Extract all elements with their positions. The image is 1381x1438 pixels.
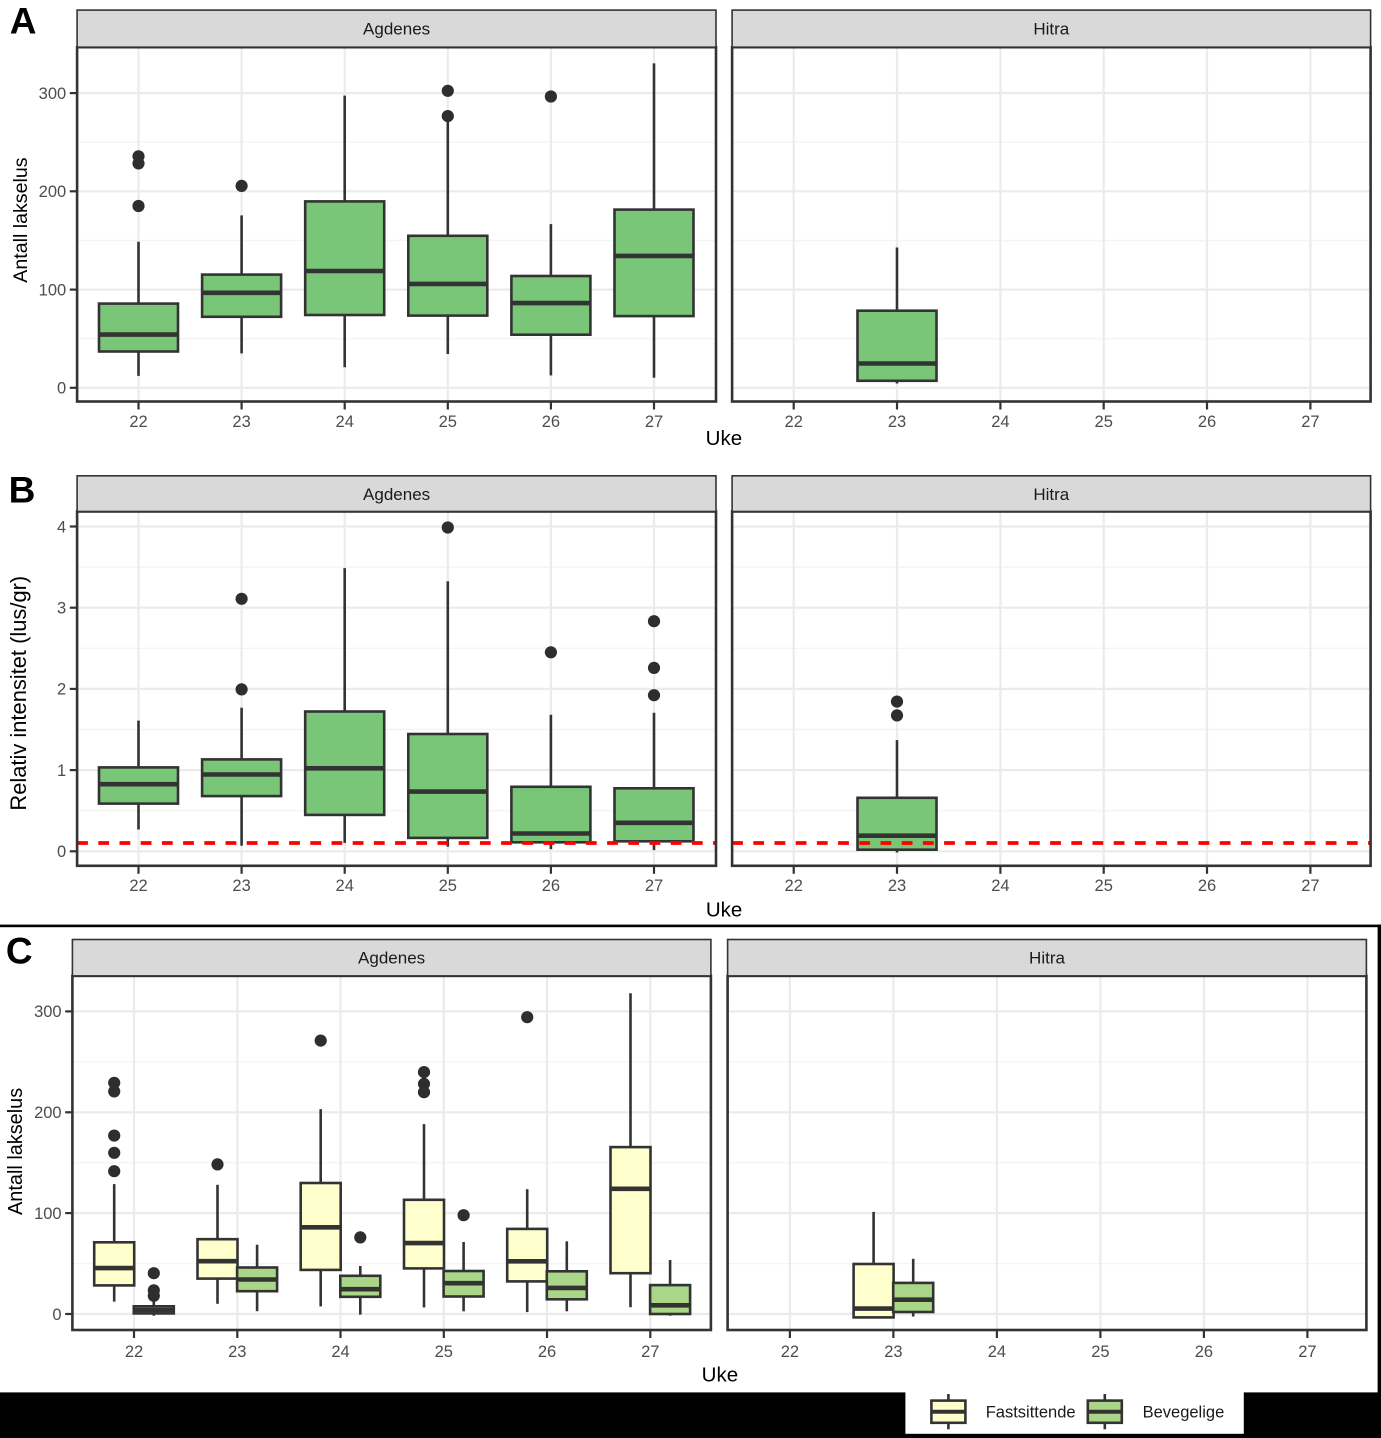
svg-text:Hitra: Hitra (1033, 19, 1069, 38)
svg-text:25: 25 (1091, 1343, 1109, 1361)
svg-text:300: 300 (34, 1003, 62, 1021)
svg-text:Agdenes: Agdenes (358, 949, 425, 968)
svg-text:300: 300 (39, 85, 67, 103)
svg-text:24: 24 (988, 1343, 1006, 1361)
svg-text:Bevegelige: Bevegelige (1143, 1404, 1225, 1422)
svg-text:A: A (10, 1, 37, 42)
svg-text:Uke: Uke (706, 899, 742, 922)
svg-text:26: 26 (1198, 877, 1216, 895)
svg-text:0: 0 (57, 380, 66, 398)
svg-text:25: 25 (1095, 413, 1113, 431)
svg-text:22: 22 (785, 413, 803, 431)
svg-text:25: 25 (1095, 877, 1113, 895)
svg-text:26: 26 (542, 877, 560, 895)
svg-text:0: 0 (57, 843, 66, 861)
svg-text:22: 22 (781, 1343, 799, 1361)
svg-text:24: 24 (336, 877, 354, 895)
svg-text:22: 22 (125, 1343, 143, 1361)
svg-text:Fastsittende: Fastsittende (986, 1404, 1076, 1422)
svg-text:27: 27 (641, 1343, 659, 1361)
svg-text:Antall lakselus: Antall lakselus (10, 157, 32, 282)
svg-text:Uke: Uke (706, 427, 742, 450)
svg-text:24: 24 (336, 413, 354, 431)
svg-text:Uke: Uke (702, 1363, 738, 1386)
svg-text:25: 25 (435, 1343, 453, 1361)
svg-text:26: 26 (1198, 413, 1216, 431)
svg-text:C: C (6, 931, 33, 972)
svg-text:Antall lakselus: Antall lakselus (5, 1088, 27, 1215)
svg-text:Hitra: Hitra (1029, 949, 1065, 968)
svg-text:27: 27 (1301, 877, 1319, 895)
svg-text:23: 23 (232, 877, 250, 895)
svg-text:22: 22 (129, 877, 147, 895)
svg-text:B: B (9, 470, 36, 511)
svg-text:23: 23 (228, 1343, 246, 1361)
svg-text:23: 23 (884, 1343, 902, 1361)
svg-text:22: 22 (129, 413, 147, 431)
svg-text:200: 200 (39, 183, 67, 201)
svg-text:4: 4 (57, 518, 66, 536)
svg-text:27: 27 (645, 413, 663, 431)
svg-text:27: 27 (645, 877, 663, 895)
svg-text:3: 3 (57, 600, 66, 618)
svg-text:Agdenes: Agdenes (363, 19, 430, 38)
svg-text:27: 27 (1298, 1343, 1316, 1361)
svg-text:2: 2 (57, 681, 66, 699)
svg-text:Relativ intensitet (lus/gr): Relativ intensitet (lus/gr) (6, 576, 31, 811)
svg-text:100: 100 (39, 281, 67, 299)
svg-text:25: 25 (439, 413, 457, 431)
svg-text:27: 27 (1301, 413, 1319, 431)
svg-text:26: 26 (1195, 1343, 1213, 1361)
svg-text:25: 25 (439, 877, 457, 895)
svg-text:200: 200 (34, 1104, 62, 1122)
svg-text:24: 24 (991, 877, 1009, 895)
svg-text:1: 1 (57, 762, 66, 780)
svg-text:Hitra: Hitra (1033, 485, 1069, 504)
svg-text:22: 22 (785, 877, 803, 895)
svg-text:0: 0 (52, 1306, 61, 1324)
svg-text:26: 26 (538, 1343, 556, 1361)
svg-text:23: 23 (888, 413, 906, 431)
svg-text:23: 23 (888, 877, 906, 895)
svg-text:100: 100 (34, 1205, 62, 1223)
svg-text:24: 24 (991, 413, 1009, 431)
svg-text:26: 26 (542, 413, 560, 431)
svg-text:23: 23 (232, 413, 250, 431)
svg-text:Agdenes: Agdenes (363, 485, 430, 504)
svg-text:24: 24 (331, 1343, 349, 1361)
